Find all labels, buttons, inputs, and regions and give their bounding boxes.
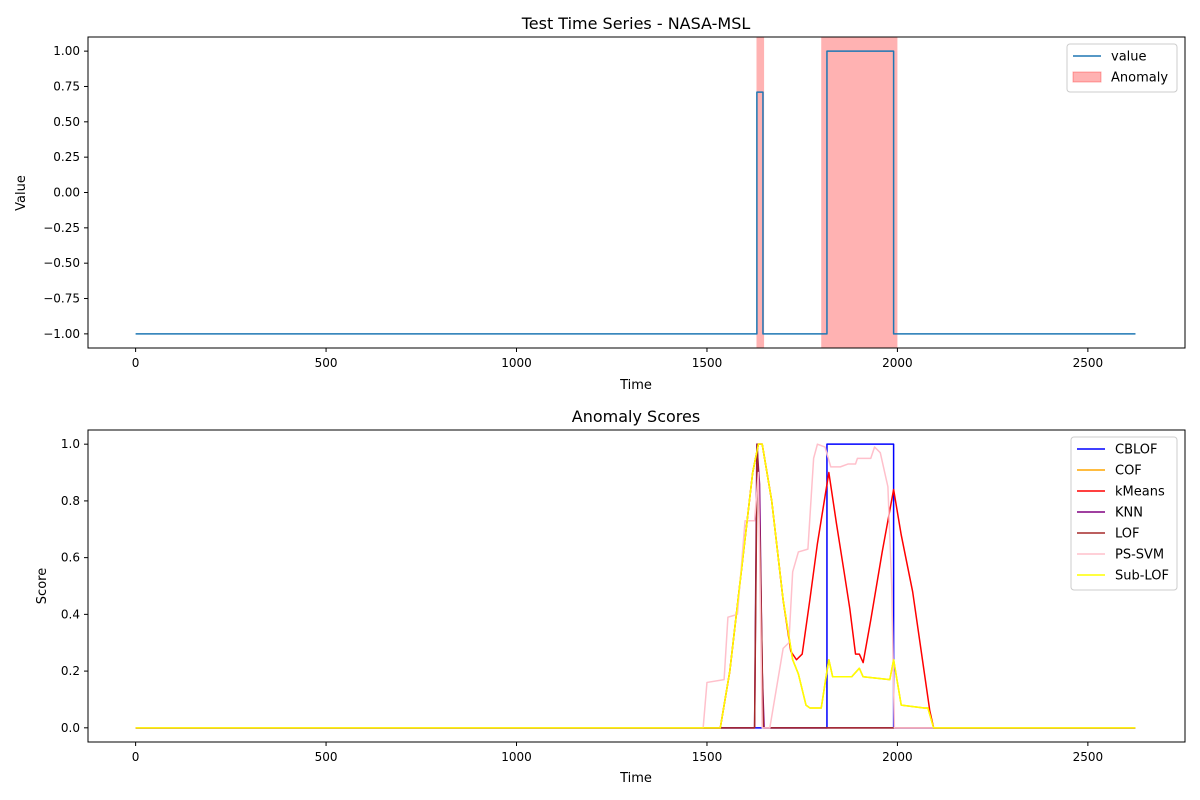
y-tick-label: −0.25 xyxy=(43,221,80,235)
legend-label-sub-lof: Sub-LOF xyxy=(1115,569,1169,584)
legend-label-cof: COF xyxy=(1115,464,1142,479)
x-axis-label: Time xyxy=(619,378,652,393)
series-line-ps-svm xyxy=(135,443,1136,729)
chart-title: Anomaly Scores xyxy=(572,407,700,426)
y-tick-label: 0.6 xyxy=(61,551,80,565)
anomaly-span xyxy=(821,37,898,348)
x-tick-label: 1500 xyxy=(692,356,723,370)
x-tick-label: 2500 xyxy=(1073,356,1104,370)
series-line-sub-lof xyxy=(135,443,1136,729)
x-tick-label: 500 xyxy=(315,356,338,370)
plot-lines xyxy=(135,443,1136,729)
chart-title: Test Time Series - NASA-MSL xyxy=(521,14,751,33)
y-tick-label: −1.00 xyxy=(43,327,80,341)
legend-box xyxy=(1070,436,1178,591)
x-tick-label: 1500 xyxy=(692,750,723,764)
legend: value Anomaly xyxy=(1066,43,1178,93)
x-ticks: 0 500 1000 1500 2000 2500 xyxy=(132,742,1103,764)
panel-anomaly-scores: Anomaly Scores 0 500 1000 1500 2000 2500 0.00… xyxy=(35,407,1186,786)
y-tick-label: 0.0 xyxy=(61,721,80,735)
legend-label-lof: LOF xyxy=(1115,527,1140,542)
y-axis-label: Value xyxy=(14,175,29,211)
legend-swatch-anomaly xyxy=(1072,71,1102,83)
y-tick-label: 0.25 xyxy=(53,150,80,164)
panel-time-series: Test Time Series - NASA-MSL 0 500 1000 1500… xyxy=(14,14,1186,393)
y-tick-label: −0.50 xyxy=(43,256,80,270)
x-tick-label: 500 xyxy=(315,750,338,764)
y-ticks: −1.00 −0.75 −0.50 −0.25 0.00 0.25 0.50 0.75 1.00 xyxy=(43,44,88,341)
anomaly-span xyxy=(756,37,765,348)
x-tick-label: 1000 xyxy=(501,356,532,370)
x-tick-label: 2500 xyxy=(1073,750,1104,764)
x-tick-label: 0 xyxy=(132,356,140,370)
axes-frame xyxy=(87,429,1186,743)
legend-label-anomaly: Anomaly xyxy=(1111,71,1168,86)
y-tick-label: 0.8 xyxy=(61,494,80,508)
anomaly-spans xyxy=(756,37,898,348)
y-axis-label: Score xyxy=(35,568,50,604)
x-tick-label: 0 xyxy=(132,750,140,764)
series-line-value xyxy=(135,50,1136,335)
y-tick-label: 0.2 xyxy=(61,664,80,678)
x-tick-label: 1000 xyxy=(501,750,532,764)
y-tick-label: 0.00 xyxy=(53,186,80,200)
legend: CBLOF COF kMeans KNN LOF PS-SVM Sub-LOF xyxy=(1070,436,1178,591)
legend-label-cblof: CBLOF xyxy=(1115,443,1158,458)
y-ticks: 0.0 0.2 0.4 0.6 0.8 1.0 xyxy=(61,437,88,735)
x-tick-label: 2000 xyxy=(882,750,913,764)
y-tick-label: 1.0 xyxy=(61,437,80,451)
plot-lines xyxy=(135,50,1136,335)
x-tick-label: 2000 xyxy=(882,356,913,370)
y-tick-label: 1.00 xyxy=(53,44,80,58)
y-tick-label: −0.75 xyxy=(43,292,80,306)
legend-label-kmeans: kMeans xyxy=(1115,485,1165,500)
legend-label-knn: KNN xyxy=(1115,506,1143,521)
y-tick-label: 0.50 xyxy=(53,115,80,129)
x-axis-label: Time xyxy=(619,771,652,786)
legend-label-value: value xyxy=(1111,50,1147,65)
y-tick-label: 0.75 xyxy=(53,79,80,93)
x-ticks: 0 500 1000 1500 2000 2500 xyxy=(132,348,1103,370)
y-tick-label: 0.4 xyxy=(61,607,80,621)
legend-label-ps-svm: PS-SVM xyxy=(1115,548,1164,563)
